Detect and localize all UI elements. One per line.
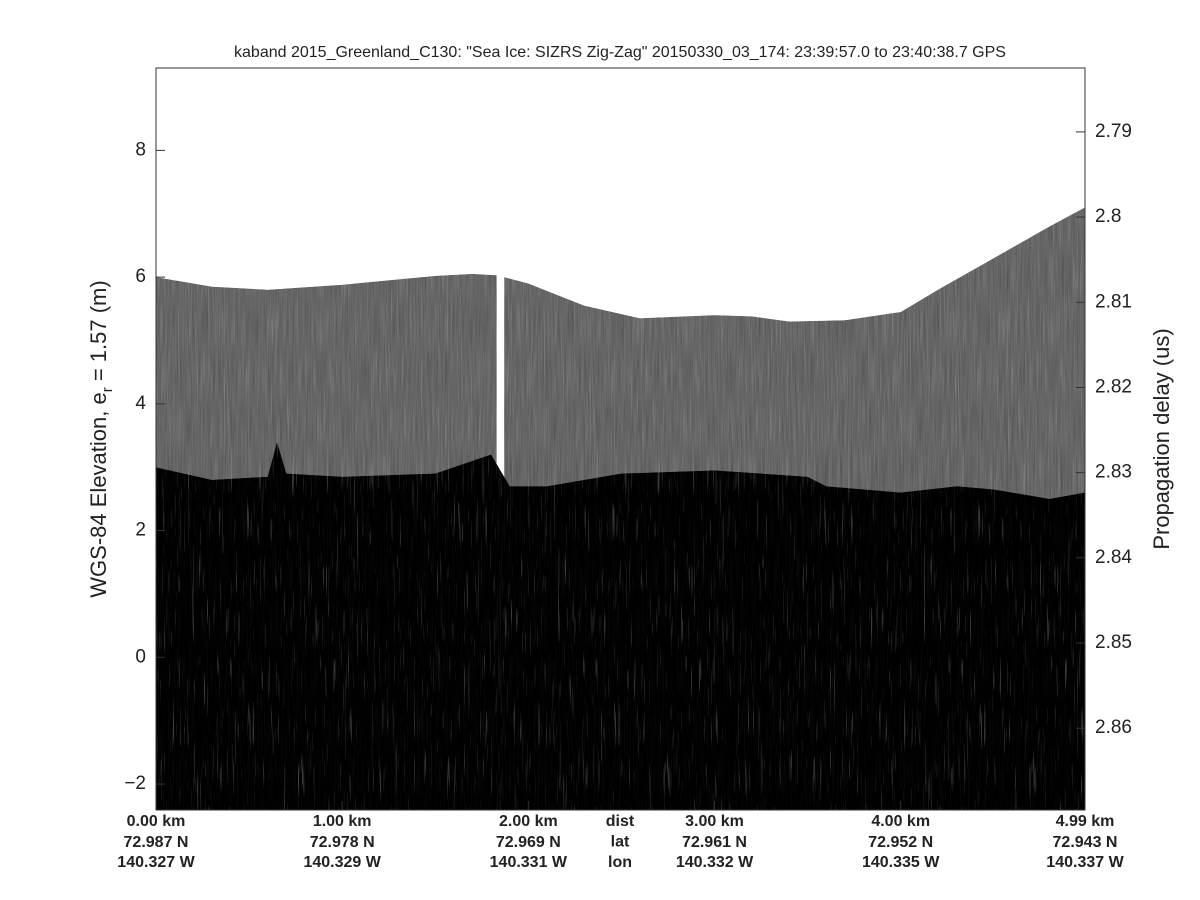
- x-tick-lat: 72.961 N: [682, 834, 747, 851]
- x-tick-label: 0.00 km: [127, 813, 186, 830]
- x-tick-lat: 72.969 N: [496, 834, 561, 851]
- x-tick-label: 1.00 km: [313, 813, 372, 830]
- y-tick-label: 6: [135, 266, 146, 287]
- x-row-name: lon: [608, 854, 632, 871]
- chart-title: kaband 2015_Greenland_C130: "Sea Ice: SI…: [234, 44, 1006, 61]
- x-tick-label: 4.00 km: [871, 813, 930, 830]
- y-tick-label: 4: [135, 393, 146, 414]
- y-tick-label: −2: [124, 773, 146, 794]
- y2-axis-label: Propagation delay (us): [1149, 328, 1174, 549]
- x-tick-lon: 140.335 W: [862, 854, 940, 871]
- y-label-sub: r: [99, 387, 116, 392]
- x-tick-lon: 140.332 W: [676, 854, 754, 871]
- axes-box: [155, 67, 1086, 811]
- y-tick-label: 8: [135, 139, 146, 160]
- y-tick-label: 0: [135, 646, 146, 667]
- x-tick-lat: 72.952 N: [868, 834, 933, 851]
- x-tick-lon: 140.327 W: [117, 854, 195, 871]
- x-tick-label: 4.99 km: [1056, 813, 1115, 830]
- interface-area: [156, 441, 1085, 810]
- y2-tick-label: 2.86: [1095, 717, 1132, 738]
- y2-tick-label: 2.85: [1095, 632, 1132, 653]
- x-tick-lat: 72.987 N: [124, 834, 189, 851]
- x-tick-label: 3.00 km: [685, 813, 744, 830]
- y-tick-label: 2: [135, 520, 146, 541]
- x-row-name: lat: [611, 834, 630, 851]
- y-label-end: = 1.57 (m): [86, 280, 111, 387]
- x-tick-lat: 72.943 N: [1053, 834, 1118, 851]
- x-tick-lon: 140.331 W: [490, 854, 568, 871]
- x-row-name: dist: [606, 813, 635, 830]
- x-tick-label: 2.00 km: [499, 813, 558, 830]
- x-tick-lon: 140.329 W: [303, 854, 381, 871]
- y2-tick-label: 2.8: [1095, 206, 1121, 227]
- y2-tick-label: 2.81: [1095, 291, 1132, 312]
- plot-area: [156, 207, 1085, 810]
- y-label-main: WGS-84 Elevation, e: [86, 392, 111, 597]
- y2-tick-label: 2.83: [1095, 462, 1132, 483]
- y-axis-label: WGS-84 Elevation, er = 1.57 (m): [86, 280, 116, 597]
- y2-tick-label: 2.79: [1095, 121, 1132, 142]
- x-tick-lat: 72.978 N: [310, 834, 375, 851]
- y2-tick-label: 2.84: [1095, 547, 1132, 568]
- x-tick-lon: 140.337 W: [1046, 854, 1124, 871]
- y2-tick-label: 2.82: [1095, 376, 1132, 397]
